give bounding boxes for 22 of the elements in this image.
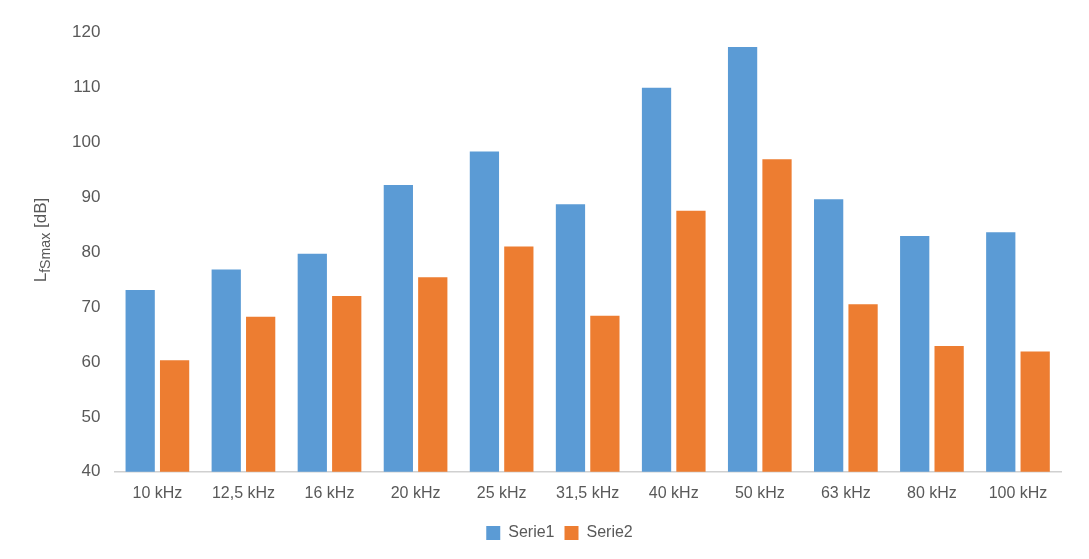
x-tick-label: 25 kHz (476, 483, 527, 501)
y-tick-label: 90 (81, 186, 101, 206)
x-tick-label: 50 kHz (734, 483, 785, 501)
y-tick-label: 120 (71, 21, 101, 41)
legend-label: Serie1 (508, 523, 555, 541)
x-tick-label: 31,5 kHz (556, 483, 620, 501)
y-tick-label: 70 (81, 296, 101, 316)
legend-label: Serie2 (586, 523, 633, 541)
x-tick-label: 16 kHz (304, 483, 355, 501)
x-tick-label: 10 kHz (132, 483, 183, 501)
x-tick-label: 40 kHz (648, 483, 699, 501)
y-tick-label: 110 (73, 76, 101, 96)
x-tick-label: 20 kHz (390, 483, 441, 501)
x-tick-label: 100 kHz (988, 483, 1048, 501)
y-tick-label: 40 (81, 461, 101, 481)
x-tick-label: 63 kHz (820, 483, 871, 501)
x-tick-label: 12,5 kHz (211, 483, 276, 501)
y-tick-label: 100 (71, 131, 101, 151)
x-tick-label: 80 kHz (907, 483, 957, 501)
y-tick-label: 60 (81, 351, 101, 371)
y-tick-label: 50 (81, 406, 101, 426)
y-tick-label: 80 (81, 241, 101, 261)
